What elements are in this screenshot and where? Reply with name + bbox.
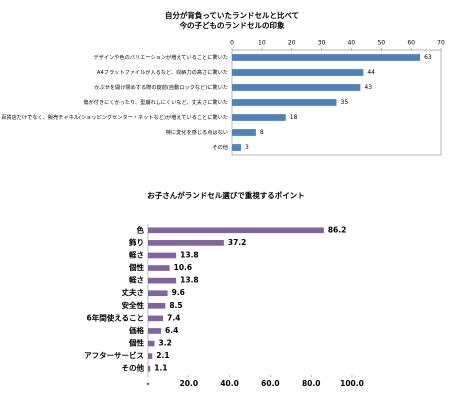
category-label: 軽さ bbox=[129, 249, 144, 259]
x-tick-label: 40.0 bbox=[220, 379, 239, 388]
bar bbox=[148, 365, 151, 372]
value-label: 6.4 bbox=[165, 326, 178, 335]
chart-title: お子さんがランドセル選びで重視するポイント bbox=[147, 190, 305, 200]
category-label: 軽さ bbox=[129, 275, 144, 285]
category-label: A4フラットファイルが入るなど、収納力の高さに驚いた bbox=[97, 68, 228, 76]
bar bbox=[148, 340, 155, 347]
x-tick-label: 40 bbox=[348, 40, 356, 47]
bar bbox=[148, 328, 162, 334]
category-label: その他 bbox=[212, 143, 228, 151]
value-label: 3 bbox=[245, 144, 249, 151]
category-label: 6年間使えること bbox=[87, 312, 145, 322]
x-tick-label: 70 bbox=[437, 40, 445, 47]
x-tick-label: 60 bbox=[407, 40, 415, 47]
value-label: 1.1 bbox=[154, 364, 167, 373]
chart-title: 自分が背負っていたランドセルと比べて bbox=[165, 10, 299, 20]
category-label: 傷が付きにくかったり、型崩れしにくいなど、丈夫さに驚いた bbox=[83, 98, 228, 106]
category-label: かぶせを開け閉めする際の錠前(自動ロックなど)に驚いた bbox=[94, 83, 228, 91]
x-tick-label: 100.0 bbox=[340, 379, 364, 388]
value-label: 63 bbox=[424, 54, 432, 61]
chart-title: 今の子どものランドセルの印象 bbox=[179, 20, 285, 30]
bar bbox=[148, 252, 177, 259]
value-label: 86.2 bbox=[328, 225, 347, 234]
category-label: 色 bbox=[137, 224, 145, 234]
bar bbox=[232, 84, 361, 91]
value-label: 10.6 bbox=[174, 263, 193, 272]
x-tick-label: 50 bbox=[377, 40, 385, 47]
bar bbox=[232, 69, 364, 76]
x-tick-label: 30 bbox=[318, 40, 326, 47]
value-label: 8.5 bbox=[169, 301, 182, 310]
category-label: 個性 bbox=[128, 262, 144, 272]
category-label: デザインや色のバリエーションが増えていることに驚いた bbox=[93, 53, 228, 61]
value-label: 8 bbox=[260, 129, 264, 136]
category-label: 飾り bbox=[129, 237, 144, 247]
value-label: 2.1 bbox=[156, 351, 169, 360]
x-tick-label: 20.0 bbox=[180, 379, 199, 388]
category-label: 特に変化を感じる点はない bbox=[166, 128, 228, 136]
value-label: 7.4 bbox=[167, 313, 180, 322]
value-label: 43 bbox=[364, 84, 372, 91]
value-label: 9.6 bbox=[172, 288, 185, 297]
value-label: 18 bbox=[290, 114, 298, 121]
x-tick-label: 60.0 bbox=[261, 379, 280, 388]
value-label: 13.8 bbox=[180, 250, 199, 259]
bar bbox=[232, 99, 337, 106]
bar bbox=[232, 129, 256, 136]
value-label: 35 bbox=[341, 99, 349, 106]
bar bbox=[232, 54, 421, 61]
category-label: 安全性 bbox=[122, 300, 145, 310]
bar bbox=[232, 144, 241, 151]
category-label: 丈夫さ bbox=[122, 287, 145, 297]
bar bbox=[232, 114, 286, 121]
value-label: 44 bbox=[367, 69, 375, 76]
x-tick-label: 10 bbox=[258, 40, 266, 47]
bar bbox=[148, 353, 153, 359]
x-tick-label: 20 bbox=[288, 40, 296, 47]
x-tick-label: 80.0 bbox=[302, 379, 321, 388]
bar bbox=[148, 277, 177, 284]
bar bbox=[148, 265, 170, 271]
value-label: 13.8 bbox=[180, 276, 199, 285]
x-tick-label: - bbox=[146, 379, 149, 388]
bar bbox=[148, 315, 164, 322]
bar bbox=[148, 302, 166, 309]
category-label: アフターサービス bbox=[84, 350, 144, 360]
category-label: 価格 bbox=[128, 325, 144, 335]
value-label: 3.2 bbox=[159, 339, 172, 348]
bar bbox=[148, 240, 224, 246]
bar bbox=[148, 290, 168, 297]
x-tick-label: 0 bbox=[230, 40, 234, 47]
bar bbox=[148, 227, 324, 234]
category-label: 百貨店だけでなく、販売チャネル(ショッピングセンター・ネットなど)が増えているこ… bbox=[1, 113, 228, 121]
category-label: 個性 bbox=[128, 338, 144, 348]
value-label: 37.2 bbox=[228, 238, 247, 247]
category-label: その他 bbox=[122, 363, 145, 373]
